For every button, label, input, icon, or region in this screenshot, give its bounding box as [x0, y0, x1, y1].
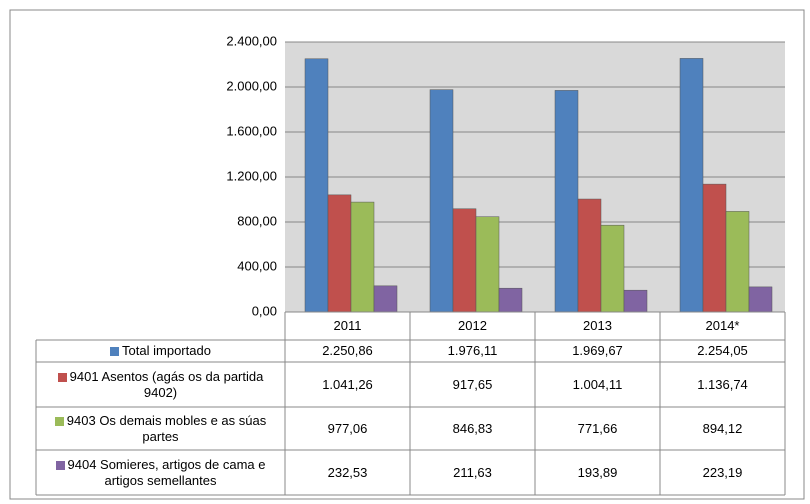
bar	[475, 216, 500, 313]
table-value: 193,89	[535, 450, 660, 495]
bar	[327, 194, 352, 313]
bar	[748, 286, 773, 313]
cell-text: 771,66	[577, 420, 618, 436]
bar	[304, 58, 329, 313]
x-tick-label: 2014*	[660, 312, 785, 340]
cell-text: 977,06	[327, 420, 368, 436]
cell-text: 211,63	[453, 464, 492, 480]
x-tick-label: 2011	[285, 312, 410, 340]
cell-text: 1.004,11	[572, 376, 623, 392]
y-tick-label: 2.000,00	[226, 78, 277, 93]
bar	[498, 287, 523, 313]
legend-entry: 9401 Asentos (agás os da partida 9402)	[40, 362, 281, 407]
table-value: 1.041,26	[285, 362, 410, 407]
bar	[373, 285, 398, 313]
y-tick-label: 1.600,00	[226, 123, 277, 138]
table-value: 1.969,67	[535, 340, 660, 362]
bar	[725, 211, 750, 313]
cell-text: 1.976,11	[447, 343, 498, 358]
cell-text: 2014*	[705, 318, 740, 333]
table-value: 917,65	[410, 362, 535, 407]
cell-text: 894,12	[702, 420, 743, 436]
table-value: 2.254,05	[660, 340, 785, 362]
legend-entry: 9404 Somieres, artigos de cama e artigos…	[40, 450, 281, 495]
legend-key	[55, 460, 65, 470]
cell-text: 917,65	[452, 376, 493, 392]
bar	[350, 201, 375, 313]
bar	[679, 58, 704, 313]
table-value: 846,83	[410, 407, 535, 450]
cell-text: 2012	[458, 318, 487, 333]
table-value: 232,53	[285, 450, 410, 495]
bar	[577, 198, 602, 313]
y-tick-label: 400,00	[237, 258, 277, 273]
table-value: 894,12	[660, 407, 785, 450]
bar	[554, 90, 579, 313]
y-tick-label: 800,00	[237, 213, 277, 228]
bar	[452, 208, 477, 313]
legend-label: 9404 Somieres, artigos de cama e artigos…	[67, 456, 266, 488]
legend-key	[110, 347, 120, 357]
cell-text: 2011	[333, 318, 362, 333]
table-value: 1.976,11	[410, 340, 535, 362]
table-value: 1.136,74	[660, 362, 785, 407]
table-value: 223,19	[660, 450, 785, 495]
y-tick-label: 1.200,00	[226, 168, 277, 183]
bar	[702, 183, 727, 313]
cell-text: 232,53	[327, 464, 368, 480]
x-tick-label: 2013	[535, 312, 660, 340]
cell-text: 193,89	[577, 464, 618, 480]
bar	[600, 224, 625, 313]
legend-key	[54, 416, 64, 426]
bar	[429, 89, 454, 313]
cell-text: 2.250,86	[322, 343, 373, 358]
cell-text: 846,83	[452, 420, 493, 436]
cell-text: 2.254,05	[697, 343, 748, 358]
x-tick-label: 2012	[410, 312, 535, 340]
legend-label: Total importado	[122, 343, 211, 358]
bar	[623, 289, 648, 313]
table-value: 771,66	[535, 407, 660, 450]
y-tick-label: 0,00	[252, 303, 277, 318]
legend-entry: 9403 Os demais mobles e as súas partes	[40, 407, 281, 450]
cell-text: 2013	[583, 318, 612, 333]
legend-key	[57, 372, 67, 382]
table-value: 977,06	[285, 407, 410, 450]
table-value: 1.004,11	[535, 362, 660, 407]
cell-text: 223,19	[702, 464, 743, 480]
y-tick-label: 2.400,00	[226, 33, 277, 48]
cell-text: 1.041,26	[322, 376, 373, 392]
table-value: 2.250,86	[285, 340, 410, 362]
table-value: 211,63	[410, 450, 535, 495]
cell-text: 1.969,67	[572, 343, 623, 358]
legend-entry: Total importado	[40, 340, 281, 362]
legend-label: 9401 Asentos (agás os da partida 9402)	[69, 368, 264, 400]
legend-label: 9403 Os demais mobles e as súas partes	[66, 412, 267, 444]
cell-text: 1.136,74	[697, 376, 748, 392]
